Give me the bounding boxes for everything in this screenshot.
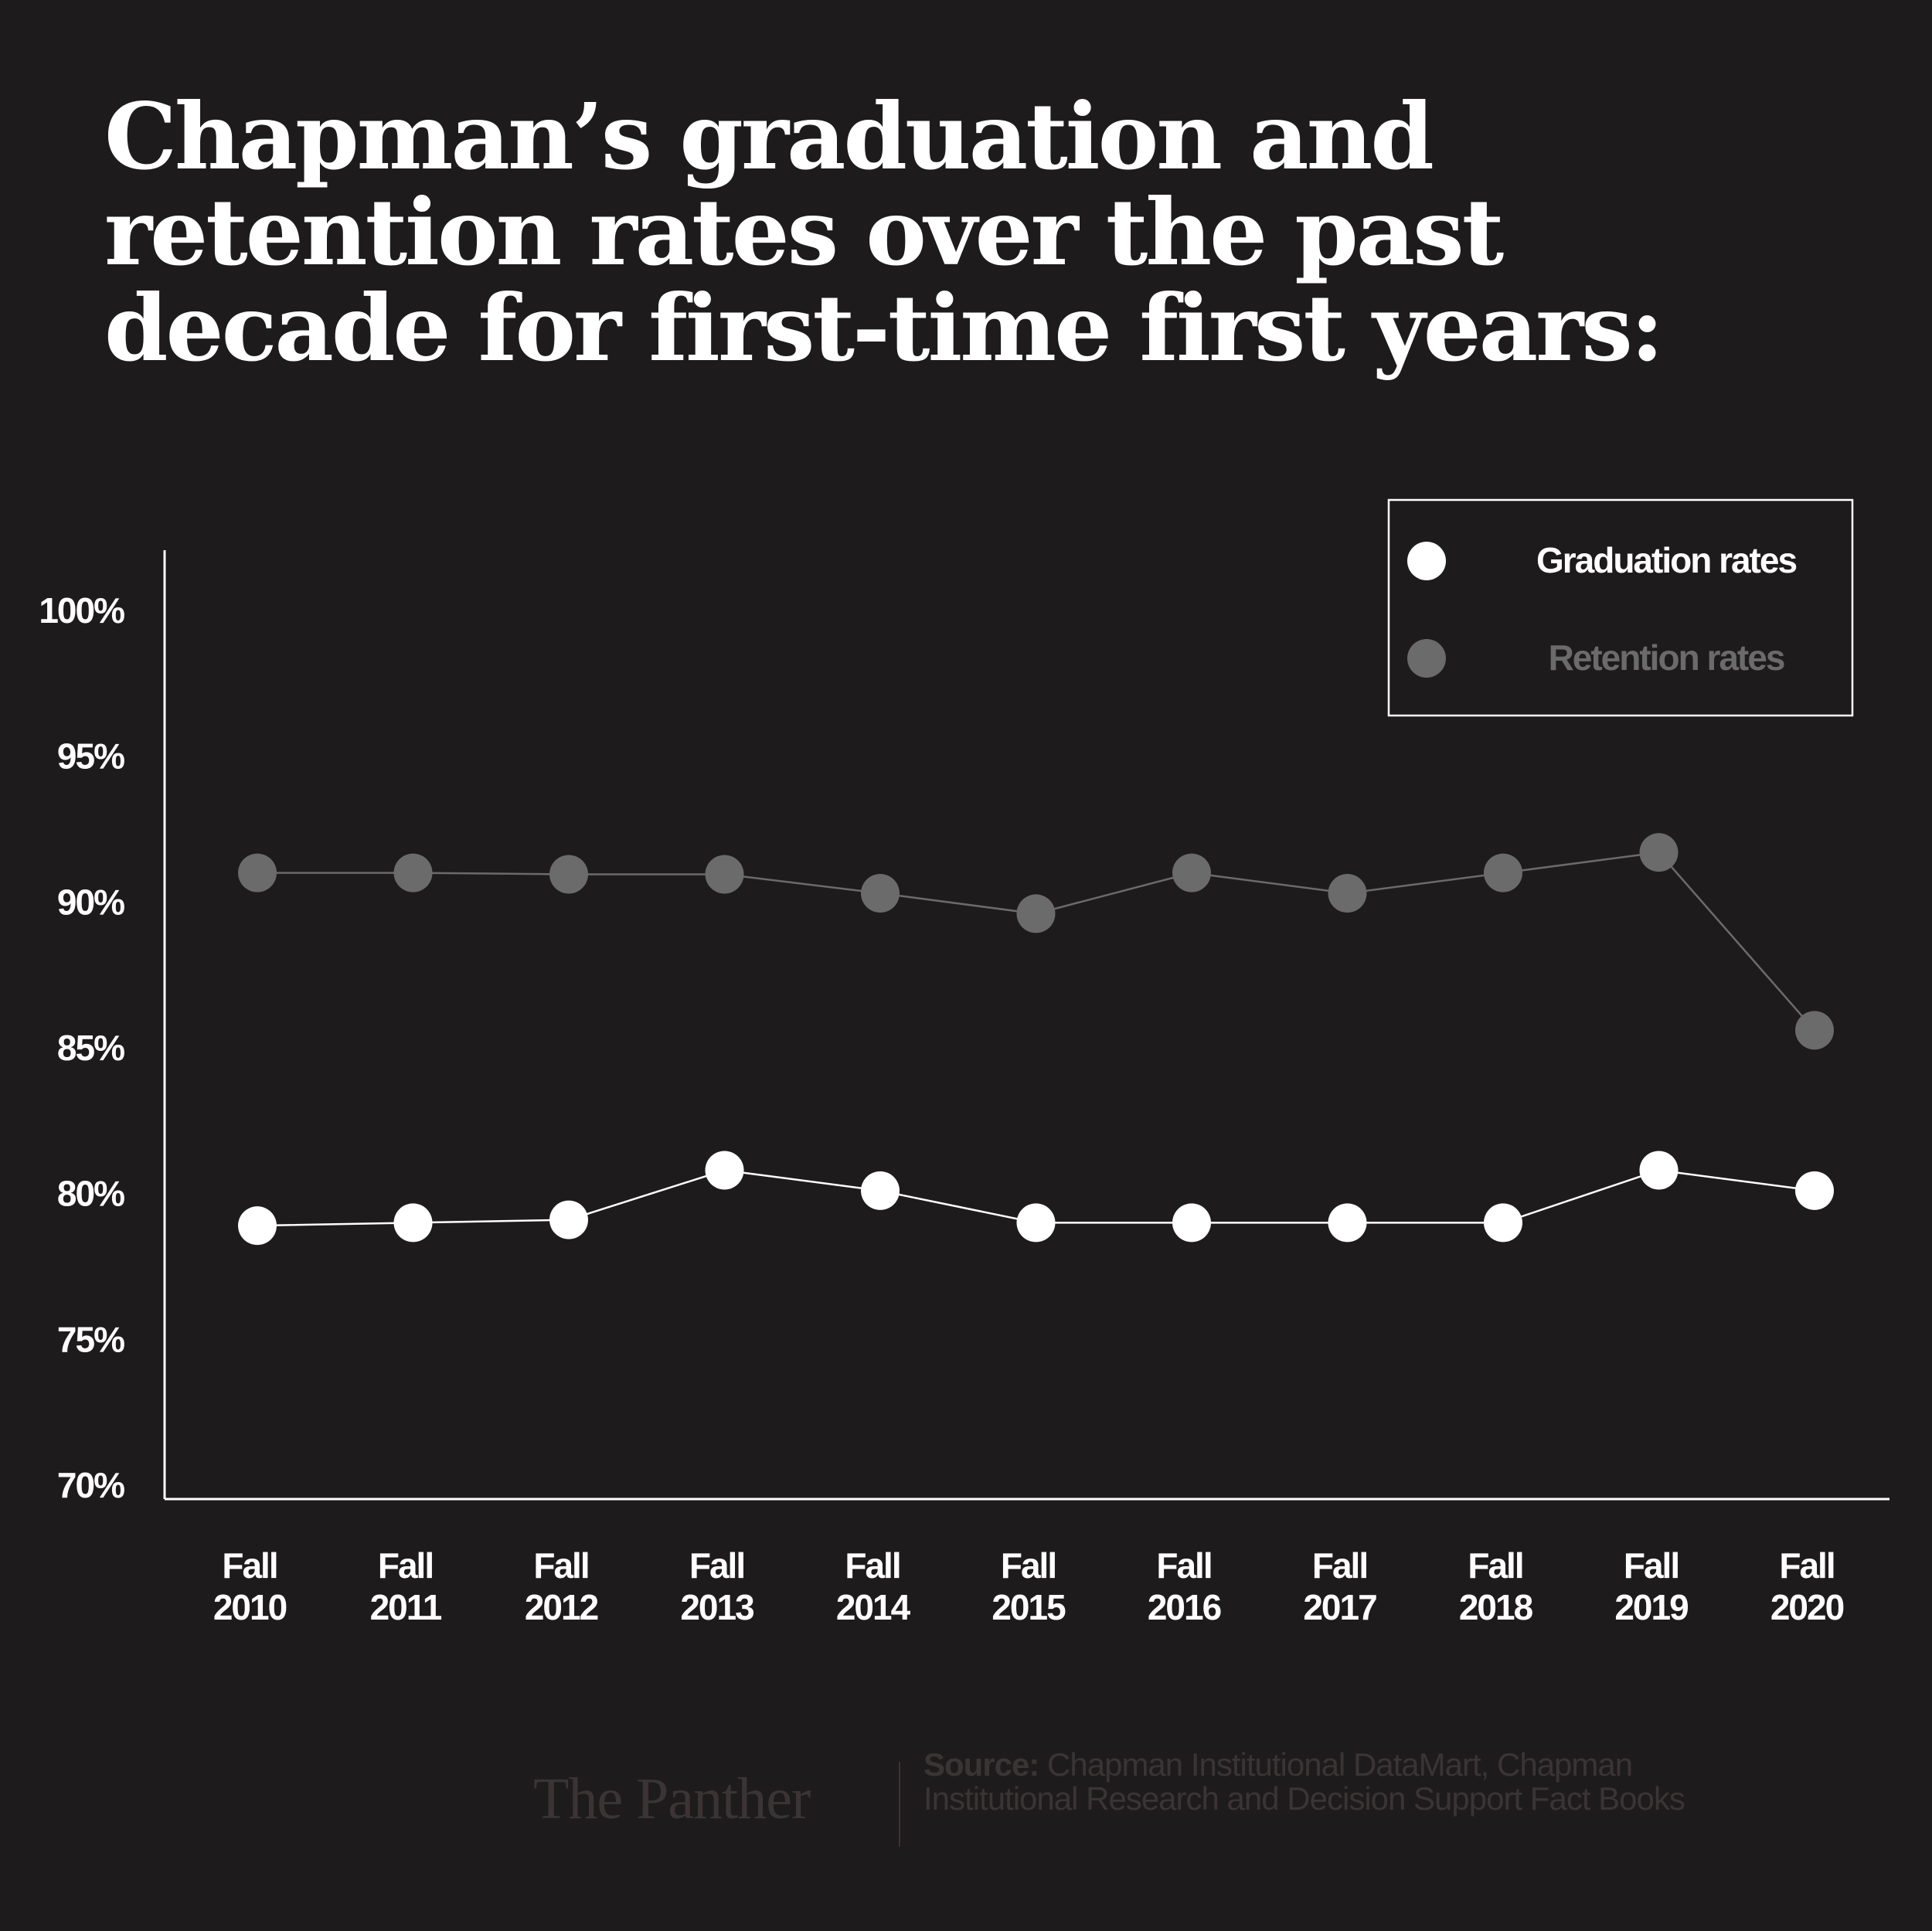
x-tick-label-bottom: 2012 xyxy=(525,1587,598,1627)
data-point-retention-rates xyxy=(1484,853,1522,892)
data-point-graduation-rates xyxy=(1016,1203,1056,1243)
data-point-graduation-rates xyxy=(1328,1203,1367,1243)
data-point-graduation-rates xyxy=(1795,1171,1834,1210)
x-tick-label-top: Fall xyxy=(1001,1545,1056,1586)
page-title: Chapman’s graduation and retention rates… xyxy=(104,89,1882,376)
data-point-retention-rates xyxy=(1172,853,1211,892)
series-graduation-rates xyxy=(238,1151,1834,1246)
legend-marker xyxy=(1407,542,1446,580)
y-tick-label: 70% xyxy=(57,1465,124,1505)
y-tick-label: 85% xyxy=(57,1028,124,1068)
legend-label: Graduation rates xyxy=(1536,540,1797,580)
x-tick-label-top: Fall xyxy=(1156,1545,1211,1586)
x-tick-label-bottom: 2010 xyxy=(213,1587,287,1627)
x-tick-label-top: Fall xyxy=(1624,1545,1679,1586)
x-axis-ticks: Fall2010Fall2011Fall2012Fall2013Fall2014… xyxy=(213,1545,1845,1627)
title-line-1: Chapman’s graduation and xyxy=(104,83,1434,190)
x-tick-label-top: Fall xyxy=(689,1545,744,1586)
footer-divider xyxy=(899,1762,900,1847)
data-point-retention-rates xyxy=(1016,894,1056,933)
data-point-retention-rates xyxy=(1328,874,1367,913)
title-line-2: retention rates over the past xyxy=(104,178,1504,286)
source-text: Chapman Institutional DataMart, Chapman … xyxy=(923,1746,1685,1817)
series-layer xyxy=(238,833,1834,1246)
legend-marker xyxy=(1407,639,1446,678)
series-retention-rates xyxy=(238,833,1834,1050)
x-tick-label-bottom: 2019 xyxy=(1614,1587,1688,1627)
x-tick-label-top: Fall xyxy=(222,1545,277,1586)
x-tick-label-bottom: 2015 xyxy=(992,1587,1066,1627)
y-tick-label: 95% xyxy=(57,736,124,777)
x-tick-label-top: Fall xyxy=(1779,1545,1834,1586)
source-label: Source: xyxy=(923,1746,1039,1783)
y-tick-label: 100% xyxy=(39,590,124,631)
data-point-retention-rates xyxy=(393,853,433,892)
legend-label: Retention rates xyxy=(1549,637,1784,678)
x-tick-label-bottom: 2018 xyxy=(1459,1587,1533,1627)
data-point-graduation-rates xyxy=(1484,1203,1522,1243)
data-point-retention-rates xyxy=(1639,833,1679,872)
data-point-retention-rates xyxy=(861,874,900,913)
x-tick-label-top: Fall xyxy=(378,1545,433,1586)
legend: Graduation rates Retention rates xyxy=(1387,498,1854,717)
data-point-graduation-rates xyxy=(1639,1151,1679,1190)
data-point-graduation-rates xyxy=(238,1206,277,1246)
x-tick-label-bottom: 2016 xyxy=(1148,1587,1221,1627)
source-note: Source: Chapman Institutional DataMart, … xyxy=(923,1748,1743,1816)
data-point-retention-rates xyxy=(1795,1011,1834,1050)
y-axis-ticks: 100% 95% 90% 85% 80% 75% 70% xyxy=(39,590,126,1505)
data-point-graduation-rates xyxy=(393,1203,433,1243)
x-tick-label-top: Fall xyxy=(1468,1545,1522,1586)
data-point-retention-rates xyxy=(238,853,277,892)
data-point-retention-rates xyxy=(705,855,744,894)
data-point-graduation-rates xyxy=(1172,1203,1211,1243)
y-tick-label: 80% xyxy=(57,1174,124,1214)
legend-box xyxy=(1387,498,1854,717)
x-tick-label-bottom: 2014 xyxy=(836,1587,911,1627)
data-point-retention-rates xyxy=(549,855,588,894)
y-tick-label: 90% xyxy=(57,882,124,922)
chart-axes xyxy=(163,550,1889,1501)
x-tick-label-bottom: 2011 xyxy=(370,1587,442,1627)
x-tick-label-bottom: 2020 xyxy=(1770,1587,1844,1627)
x-tick-label-top: Fall xyxy=(533,1545,588,1586)
series-line-retention-rates xyxy=(257,851,1815,1032)
y-tick-label: 75% xyxy=(57,1319,124,1359)
x-tick-label-bottom: 2013 xyxy=(680,1587,753,1627)
data-point-graduation-rates xyxy=(705,1151,744,1190)
data-point-graduation-rates xyxy=(861,1171,900,1210)
x-tick-label-bottom: 2017 xyxy=(1303,1587,1376,1627)
data-point-graduation-rates xyxy=(549,1200,588,1239)
x-tick-label-top: Fall xyxy=(1312,1545,1367,1586)
x-tick-label-top: Fall xyxy=(845,1545,900,1586)
brand-logo: The Panther xyxy=(533,1766,811,1831)
title-line-3: decade for first-time first years: xyxy=(104,274,1664,382)
